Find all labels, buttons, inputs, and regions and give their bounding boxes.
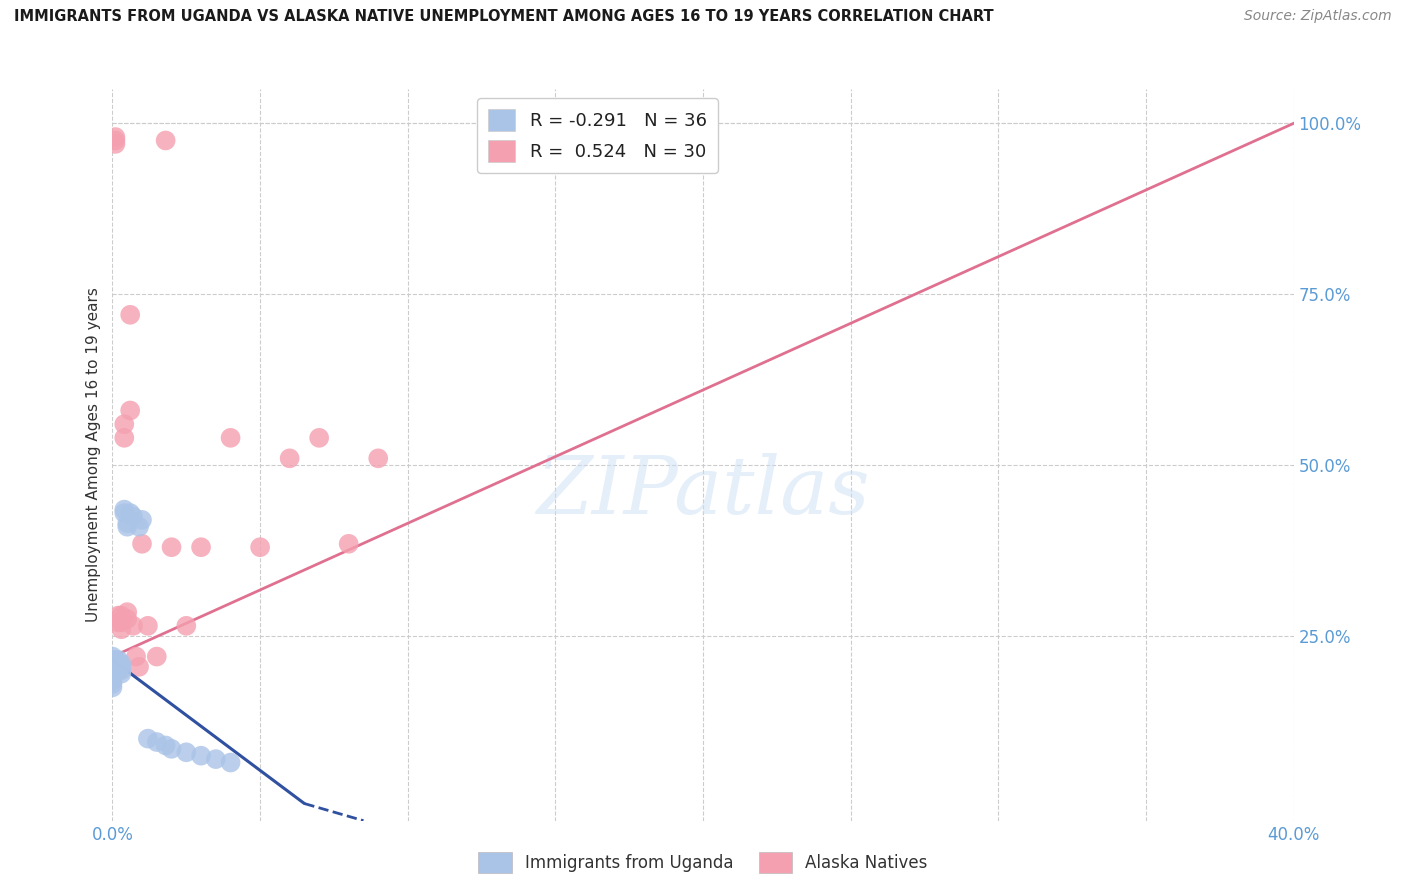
Point bbox=[101, 653, 124, 667]
Point bbox=[104, 660, 127, 674]
Point bbox=[155, 133, 177, 147]
Point bbox=[367, 451, 389, 466]
Point bbox=[308, 431, 330, 445]
Text: ZIPatlas: ZIPatlas bbox=[536, 453, 870, 530]
Point bbox=[136, 619, 159, 633]
Point bbox=[104, 657, 127, 671]
Point bbox=[104, 133, 127, 147]
Point bbox=[107, 663, 129, 677]
Point bbox=[117, 519, 138, 533]
Point bbox=[101, 670, 124, 684]
Point bbox=[128, 660, 150, 674]
Point bbox=[278, 451, 301, 466]
Point bbox=[112, 431, 135, 445]
Point bbox=[205, 752, 228, 766]
Point bbox=[117, 612, 138, 626]
Point bbox=[120, 308, 142, 322]
Point bbox=[101, 663, 124, 677]
Point bbox=[101, 681, 124, 695]
Point bbox=[110, 657, 132, 671]
Point bbox=[190, 748, 212, 763]
Y-axis label: Unemployment Among Ages 16 to 19 years: Unemployment Among Ages 16 to 19 years bbox=[86, 287, 101, 623]
Point bbox=[337, 537, 360, 551]
Text: IMMIGRANTS FROM UGANDA VS ALASKA NATIVE UNEMPLOYMENT AMONG AGES 16 TO 19 YEARS C: IMMIGRANTS FROM UGANDA VS ALASKA NATIVE … bbox=[14, 9, 994, 24]
Point bbox=[110, 663, 132, 677]
Point bbox=[160, 742, 183, 756]
Point bbox=[107, 608, 129, 623]
Point bbox=[101, 677, 124, 691]
Point bbox=[104, 136, 127, 151]
Point bbox=[174, 619, 197, 633]
Point bbox=[120, 506, 142, 520]
Point bbox=[128, 519, 150, 533]
Point bbox=[101, 666, 124, 681]
Point bbox=[125, 649, 148, 664]
Point bbox=[136, 731, 159, 746]
Point bbox=[249, 540, 271, 554]
Point bbox=[122, 509, 145, 524]
Point bbox=[117, 516, 138, 531]
Point bbox=[110, 608, 132, 623]
Point bbox=[219, 756, 242, 770]
Point bbox=[219, 431, 242, 445]
Point bbox=[155, 739, 177, 753]
Point bbox=[112, 506, 135, 520]
Point bbox=[101, 660, 124, 674]
Point bbox=[110, 615, 132, 630]
Point bbox=[110, 660, 132, 674]
Point bbox=[120, 403, 142, 417]
Point bbox=[101, 657, 124, 671]
Point bbox=[104, 653, 127, 667]
Point bbox=[110, 622, 132, 636]
Point bbox=[146, 735, 169, 749]
Point bbox=[160, 540, 183, 554]
Legend: R = -0.291   N = 36, R =  0.524   N = 30: R = -0.291 N = 36, R = 0.524 N = 30 bbox=[478, 98, 717, 173]
Point bbox=[112, 502, 135, 516]
Point bbox=[104, 130, 127, 145]
Point bbox=[146, 649, 169, 664]
Point bbox=[110, 666, 132, 681]
Point bbox=[101, 673, 124, 688]
Point bbox=[190, 540, 212, 554]
Point bbox=[174, 745, 197, 759]
Text: Source: ZipAtlas.com: Source: ZipAtlas.com bbox=[1244, 9, 1392, 23]
Legend: Immigrants from Uganda, Alaska Natives: Immigrants from Uganda, Alaska Natives bbox=[472, 846, 934, 880]
Point bbox=[107, 615, 129, 630]
Point bbox=[101, 649, 124, 664]
Point bbox=[131, 513, 153, 527]
Point bbox=[117, 605, 138, 619]
Point bbox=[122, 619, 145, 633]
Point bbox=[107, 653, 129, 667]
Point bbox=[107, 657, 129, 671]
Point bbox=[112, 417, 135, 432]
Point bbox=[131, 537, 153, 551]
